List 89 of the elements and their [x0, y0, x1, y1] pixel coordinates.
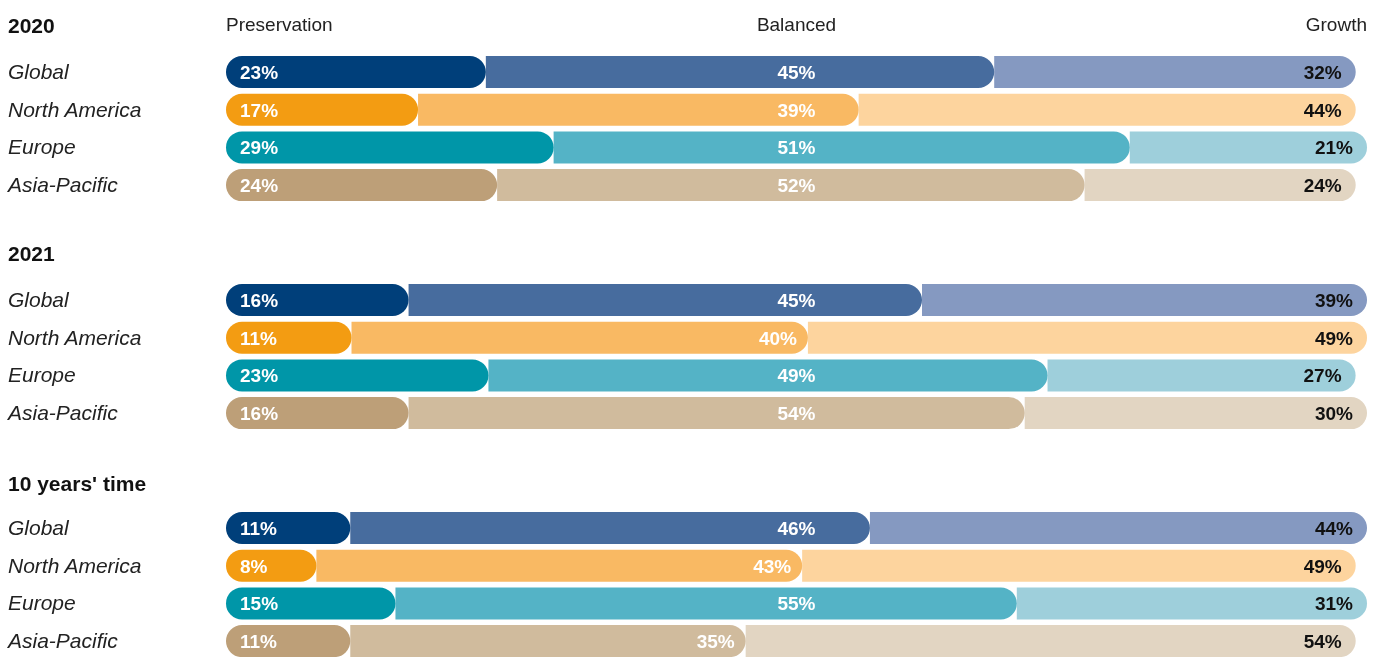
y-tick-label: Asia-Pacific [6, 173, 119, 197]
data-label: 8% [240, 555, 268, 577]
bar [802, 549, 1356, 582]
y-tick-label: Global [8, 60, 71, 83]
y-tick-label: Europe [8, 591, 76, 615]
data-label: 16% [240, 403, 279, 425]
data-label: 24% [240, 175, 279, 197]
text: 2020 [8, 14, 55, 37]
bar [1129, 131, 1367, 164]
data-label: 15% [240, 593, 279, 615]
bar [226, 587, 396, 620]
bar [226, 131, 554, 164]
bar [351, 321, 808, 354]
bar [226, 359, 489, 392]
data-label: 51% [777, 137, 816, 159]
data-label: 49% [1303, 555, 1342, 577]
bar [869, 512, 1367, 544]
bar [745, 625, 1356, 657]
bar [350, 625, 746, 657]
data-label: 49% [777, 365, 816, 387]
data-label: 45% [777, 62, 816, 83]
y-tick-label: Asia-Pacific [6, 629, 119, 653]
data-label: 40% [758, 327, 798, 349]
bar [488, 359, 1048, 392]
bar [497, 169, 1085, 202]
data-label: 24% [1303, 175, 1342, 197]
y-tick-label: Europe [8, 135, 76, 159]
text: 2021 [8, 242, 56, 265]
y-tick-label: Global [8, 516, 71, 539]
data-label: 27% [1303, 365, 1342, 387]
series-label: Growth [1305, 14, 1367, 35]
bar [1024, 397, 1367, 430]
bar [226, 321, 352, 354]
data-label: 11% [240, 631, 278, 653]
data-label: 35% [696, 631, 735, 653]
data-label: 39% [777, 99, 816, 121]
data-label: 11% [240, 327, 278, 349]
bar [226, 93, 419, 126]
data-label: 44% [1303, 99, 1342, 121]
data-label: 39% [1314, 290, 1354, 311]
bar [226, 397, 409, 430]
data-label: 23% [240, 62, 279, 83]
bar [858, 93, 1356, 126]
data-label: 17% [240, 99, 279, 121]
bar [1016, 587, 1367, 620]
data-label: 11% [240, 518, 278, 539]
data-label: 32% [1303, 62, 1342, 83]
y-tick-label: Global [8, 288, 71, 311]
y-tick-label: North America [8, 325, 142, 349]
bar [807, 321, 1367, 354]
data-label: 49% [1314, 327, 1354, 349]
bar [226, 56, 486, 88]
y-tick-label: Asia-Pacific [6, 401, 119, 425]
bar [350, 512, 870, 544]
data-label: 45% [777, 290, 816, 311]
data-label: 43% [753, 555, 792, 577]
bar [553, 131, 1130, 164]
chart-title: 10 years' time [8, 472, 147, 495]
bar [485, 56, 995, 88]
bar [226, 169, 498, 202]
data-label: 31% [1314, 593, 1354, 615]
bar [226, 625, 351, 657]
y-tick-label: North America [8, 97, 142, 121]
data-label: 54% [777, 403, 816, 425]
data-label: 55% [777, 593, 816, 615]
bar [922, 284, 1367, 316]
data-label: 54% [1303, 631, 1342, 653]
bar [994, 56, 1356, 88]
data-label: 23% [240, 365, 279, 387]
bar [408, 284, 922, 316]
data-label: 16% [240, 290, 279, 311]
data-label: 29% [240, 137, 279, 159]
y-tick-label: North America [8, 553, 142, 577]
data-label: 21% [1314, 137, 1354, 159]
series-label: Preservation [226, 14, 333, 35]
data-label: 52% [777, 175, 816, 197]
bar [1047, 359, 1356, 392]
bar [316, 549, 803, 582]
bar [1084, 169, 1356, 202]
bar [226, 512, 351, 544]
bar [418, 93, 859, 126]
bar [408, 397, 1025, 430]
bar [395, 587, 1017, 620]
y-tick-label: Europe [8, 363, 76, 387]
data-label: 44% [1314, 518, 1354, 539]
data-label: 30% [1314, 403, 1354, 425]
series-label: Balanced [756, 14, 837, 35]
data-label: 46% [777, 518, 816, 539]
bar [226, 284, 409, 316]
